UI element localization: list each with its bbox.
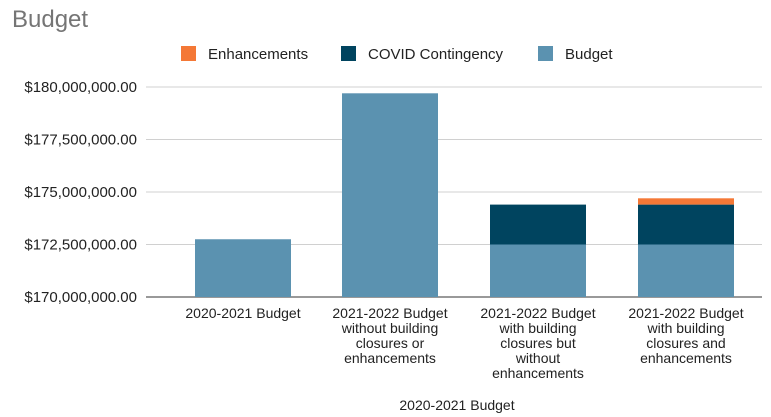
x-category-label: 2021-2022 Budget without building closures…	[332, 305, 447, 366]
legend-label: Enhancements	[208, 46, 308, 63]
bar-budget	[342, 93, 438, 297]
y-tick-label: $175,000,000.00	[24, 184, 137, 201]
y-tick-label: $180,000,000.00	[24, 79, 137, 96]
legend-swatch	[341, 46, 356, 61]
chart-title: Budget	[12, 6, 88, 33]
bar-budget	[490, 244, 586, 297]
y-tick-label: $177,500,000.00	[24, 132, 137, 149]
x-category-label: 2020-2021 Budget	[185, 305, 300, 321]
bar-budget	[638, 244, 734, 297]
x-category-label: 2021-2022 Budget with building closures bu…	[480, 305, 595, 381]
legend-label: Budget	[565, 46, 613, 63]
x-axis-categories: 2020-2021 Budget 2021-2022 Budget without …	[185, 305, 743, 381]
x-axis-label: 2020-2021 Budget	[399, 397, 514, 413]
legend-swatch	[538, 46, 553, 61]
y-axis-ticks: $170,000,000.00 $172,500,000.00 $175,000,0…	[24, 79, 137, 306]
bar-enhancements	[638, 198, 734, 205]
bar-covid-contingency	[490, 204, 586, 245]
legend-swatch	[181, 46, 196, 61]
y-tick-label: $170,000,000.00	[24, 289, 137, 306]
bars	[195, 93, 734, 297]
bar-covid-contingency	[638, 204, 734, 245]
legend: Enhancements COVID Contingency Budget	[181, 46, 613, 63]
legend-label: COVID Contingency	[368, 46, 504, 63]
x-category-label: 2021-2022 Budget with building closures an…	[628, 305, 743, 366]
bar-budget	[195, 239, 291, 297]
y-tick-label: $172,500,000.00	[24, 237, 137, 254]
